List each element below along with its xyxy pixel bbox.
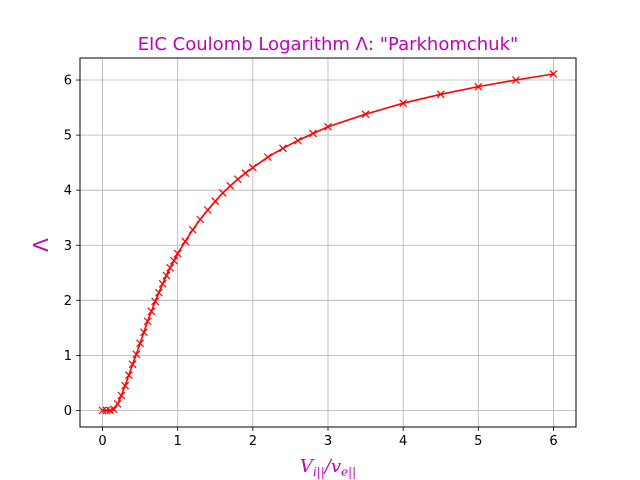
data-point-marker xyxy=(166,263,175,272)
data-point-marker xyxy=(278,144,287,153)
data-point-marker xyxy=(309,129,317,138)
axis-ticks: 0 1 2 3 4 5 6 0 1 2 3 4 5 6 xyxy=(64,74,558,449)
y-tick-label: 5 xyxy=(64,129,72,144)
data-point-marker xyxy=(124,371,133,380)
data-point-marker xyxy=(181,237,190,246)
data-point-marker xyxy=(361,110,370,119)
data-point-marker xyxy=(294,136,302,145)
x-tick-label: 3 xyxy=(324,434,332,449)
data-point-marker xyxy=(154,288,163,297)
data-point-marker xyxy=(158,279,167,288)
data-point-marker xyxy=(136,339,145,348)
y-tick-label: 1 xyxy=(64,349,72,364)
data-point-marker xyxy=(139,328,148,337)
data-point-marker xyxy=(549,70,558,78)
data-point-marker xyxy=(218,189,227,197)
data-point-marker xyxy=(132,350,141,359)
data-point-marker xyxy=(113,399,122,408)
data-point-marker xyxy=(151,297,160,306)
data-point-marker xyxy=(102,406,111,415)
data-point-marker xyxy=(170,256,178,265)
data-point-marker xyxy=(196,215,205,224)
x-tick-label: 6 xyxy=(549,434,557,449)
x-tick-label: 4 xyxy=(399,434,407,449)
y-tick-label: 2 xyxy=(64,294,72,309)
data-point-marker xyxy=(188,225,197,234)
data-point-marker xyxy=(128,360,137,369)
series-line xyxy=(102,73,554,412)
x-tick-label: 5 xyxy=(474,434,482,449)
data-point-marker xyxy=(98,406,107,415)
data-point-marker xyxy=(109,405,118,414)
x-tick-label: 1 xyxy=(174,434,182,449)
data-point-marker xyxy=(173,249,182,258)
data-point-marker xyxy=(263,153,272,162)
data-point-marker xyxy=(121,381,130,390)
y-tick-label: 0 xyxy=(64,404,72,419)
x-axis-label: Vi||/ve|| xyxy=(300,456,356,479)
data-point-marker xyxy=(233,175,242,184)
data-point-marker xyxy=(474,82,483,91)
y-tick-label: 3 xyxy=(64,239,72,254)
data-point-marker xyxy=(143,317,152,326)
y-axis-label: Λ xyxy=(29,238,53,252)
data-point-marker xyxy=(399,99,408,108)
data-point-marker xyxy=(203,206,212,214)
data-point-marker xyxy=(211,197,220,206)
data-point-marker xyxy=(511,76,520,84)
series-plot xyxy=(98,70,558,415)
data-point-marker xyxy=(226,181,235,190)
x-tick-label: 2 xyxy=(249,434,257,449)
data-point-marker xyxy=(248,163,257,172)
data-point-marker xyxy=(117,391,126,400)
x-tick-label: 0 xyxy=(98,434,106,449)
y-tick-label: 4 xyxy=(64,184,72,199)
data-point-marker xyxy=(436,90,445,99)
data-point-marker xyxy=(241,169,250,178)
grid xyxy=(80,58,576,427)
chart-title: EIC Coulomb Logarithm Λ: "Parkhomchuk" xyxy=(138,34,519,55)
y-tick-label: 6 xyxy=(64,74,72,89)
data-point-marker xyxy=(162,271,171,280)
data-point-marker xyxy=(324,122,332,131)
data-point-marker xyxy=(147,307,156,316)
